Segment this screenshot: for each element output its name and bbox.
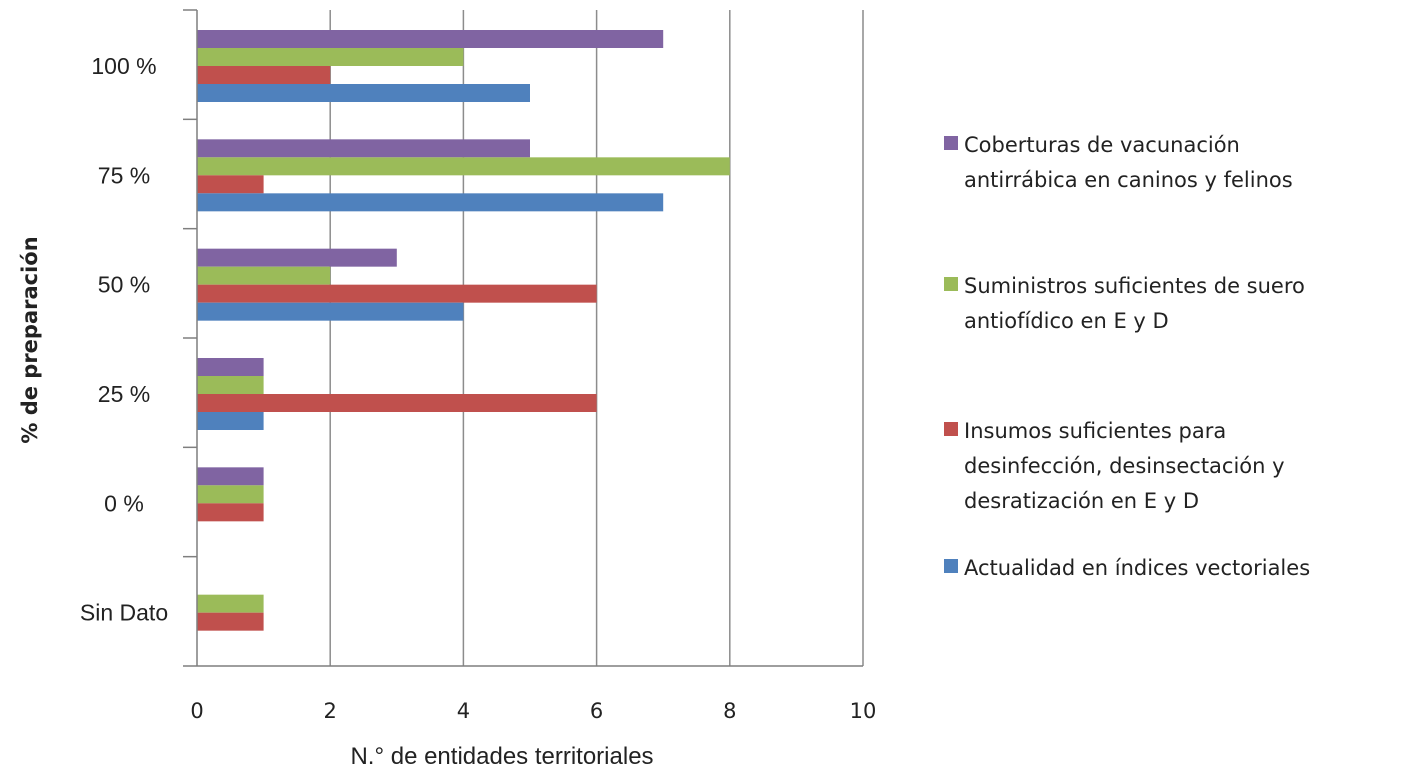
gridlines	[329, 10, 864, 666]
axes	[183, 9, 863, 667]
legend-swatch	[944, 277, 958, 291]
y-tick-label: 100 %	[91, 53, 156, 79]
legend-swatch	[944, 559, 958, 573]
legend-swatch	[944, 422, 958, 436]
bar	[197, 376, 264, 394]
legend-item-insumos: Insumos suficientes para desinfección, d…	[944, 414, 1404, 519]
y-tick-label: 75 %	[98, 162, 150, 188]
legend-label: Coberturas de vacunación antirrábica en …	[964, 133, 1293, 192]
y-tick-label: Sin Dato	[80, 600, 168, 626]
bar	[197, 48, 464, 66]
legend-swatch	[944, 136, 958, 150]
legend-label: Actualidad en índices vectoriales	[964, 556, 1311, 580]
legend-item-indices: Actualidad en índices vectoriales	[944, 551, 1404, 586]
bar	[197, 66, 331, 84]
bar	[197, 248, 397, 267]
bar	[197, 266, 331, 285]
x-tick-label: 10	[850, 699, 877, 723]
bar	[197, 302, 464, 321]
x-axis-title: N.° de entidades territoriales	[350, 743, 653, 770]
bar-chart: 0 2 4 6 8 10 100 % 75 % 50 % 25 % 0 % Sin Dato N.° …	[18, 9, 876, 770]
bar	[197, 503, 264, 522]
bar	[197, 284, 597, 303]
x-tick-label: 2	[324, 699, 337, 723]
bar	[197, 485, 264, 504]
bar	[197, 394, 597, 412]
legend-item-suero: Suministros suficientes de suero antiofí…	[944, 269, 1404, 339]
legend-label: Suministros suficientes de suero antiofí…	[964, 274, 1305, 333]
bar	[197, 412, 264, 430]
bar	[197, 157, 730, 176]
bar	[197, 467, 264, 486]
bar	[197, 139, 530, 158]
y-tick-label: 50 %	[98, 272, 150, 298]
y-axis-title: % de preparación	[18, 236, 42, 443]
bar	[197, 193, 664, 212]
x-tick-label: 8	[723, 699, 736, 723]
bar	[197, 612, 264, 631]
bars	[197, 30, 730, 631]
bar	[197, 594, 264, 613]
bar	[197, 30, 664, 48]
y-tick-label: 25 %	[98, 381, 150, 407]
y-tick-label: 0 %	[104, 490, 144, 516]
bar	[197, 84, 530, 102]
legend-label: Insumos suficientes para desinfección, d…	[964, 419, 1285, 513]
tick-labels: 0 2 4 6 8 10 100 % 75 % 50 % 25 % 0 % Sin Dato	[80, 53, 876, 723]
x-tick-label: 6	[590, 699, 603, 723]
legend-item-vacunacion: Coberturas de vacunación antirrábica en …	[944, 128, 1404, 198]
bar	[197, 175, 264, 194]
x-tick-label: 4	[457, 699, 470, 723]
x-tick-label: 0	[190, 699, 203, 723]
bar	[197, 358, 264, 376]
